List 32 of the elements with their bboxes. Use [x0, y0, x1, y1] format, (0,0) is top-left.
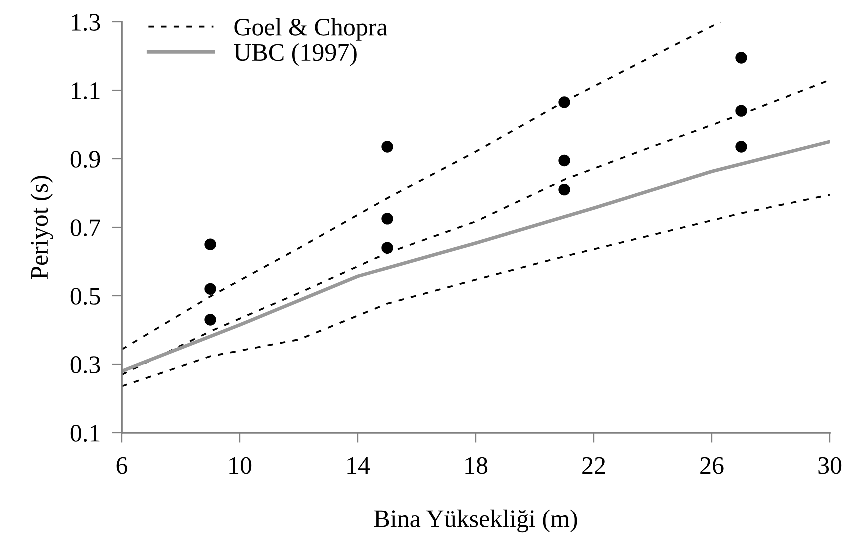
x-tick-label: 6 [116, 457, 128, 474]
y-tick-label: 0.3 [70, 356, 100, 374]
point [204, 238, 216, 250]
line-series [122, 194, 830, 388]
y-tick-label: 0.1 [70, 425, 100, 442]
x-axis-title: Bina Yüksekliği (m) [374, 510, 578, 533]
point [736, 52, 748, 64]
point [382, 213, 394, 225]
point [382, 242, 394, 254]
x-tick-label: 10 [230, 457, 252, 474]
x-tick-label: 30 [818, 457, 842, 474]
line-series [122, 140, 830, 374]
point [558, 184, 570, 196]
y-tick-label: 1.3 [72, 14, 100, 32]
point [204, 283, 216, 296]
y-tick-label: 1.1 [72, 82, 100, 100]
point [558, 154, 570, 167]
point [558, 96, 570, 108]
y-tick-label: 0.5 [70, 288, 100, 306]
point [382, 141, 394, 153]
y-tick-label: 0.9 [70, 151, 100, 168]
x-tick-label: 18 [466, 457, 488, 474]
point [736, 141, 748, 153]
legend-label: UBC (1997) [234, 44, 357, 66]
x-tick-label: 26 [700, 457, 724, 474]
x-tick-label: 14 [348, 457, 370, 474]
legend-label: Goel & Chopra [234, 18, 388, 41]
point [736, 105, 748, 117]
y-axis-title: Periyot (s) [30, 176, 54, 280]
point [204, 314, 216, 326]
y-tick-label: 0.7 [70, 220, 100, 237]
x-tick-label: 22 [582, 457, 606, 474]
